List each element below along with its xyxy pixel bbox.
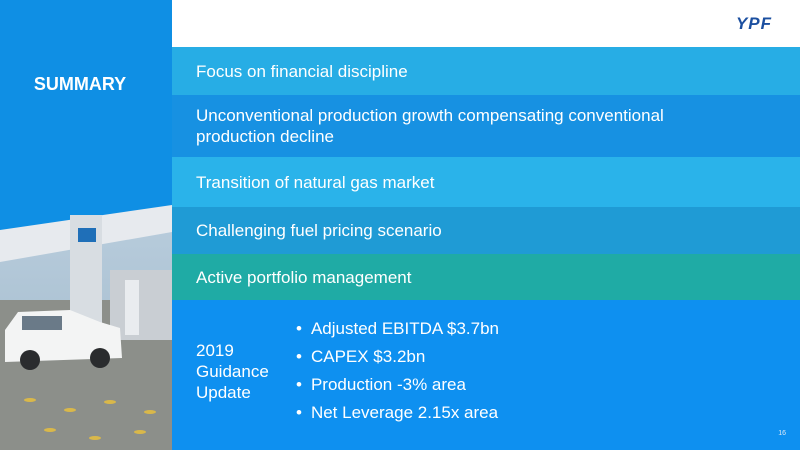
row: Focus on financial discipline <box>172 47 800 95</box>
logo: YPF <box>735 14 772 33</box>
row: Challenging fuel pricing scenario <box>172 207 800 254</box>
row: Unconventional production growth compens… <box>172 95 800 157</box>
bullet: Adjusted EBITDA $3.7bn <box>296 318 499 346</box>
sidebar-title: SUMMARY <box>33 74 127 94</box>
row: Transition of natural gas market <box>172 157 800 207</box>
row: Active portfolio management <box>172 254 800 300</box>
bullet: Production -3% area <box>296 374 499 402</box>
sidebar-photo <box>0 0 172 450</box>
bullet: CAPEX $3.2bn <box>296 346 499 374</box>
bullet: Net Leverage 2.15x area <box>296 402 499 430</box>
guidance-list: Adjusted EBITDA $3.7bn CAPEX $3.2bn Prod… <box>296 318 499 430</box>
page-number: 16 <box>778 430 786 437</box>
guidance-label: 2019 Guidance Update <box>196 341 269 402</box>
